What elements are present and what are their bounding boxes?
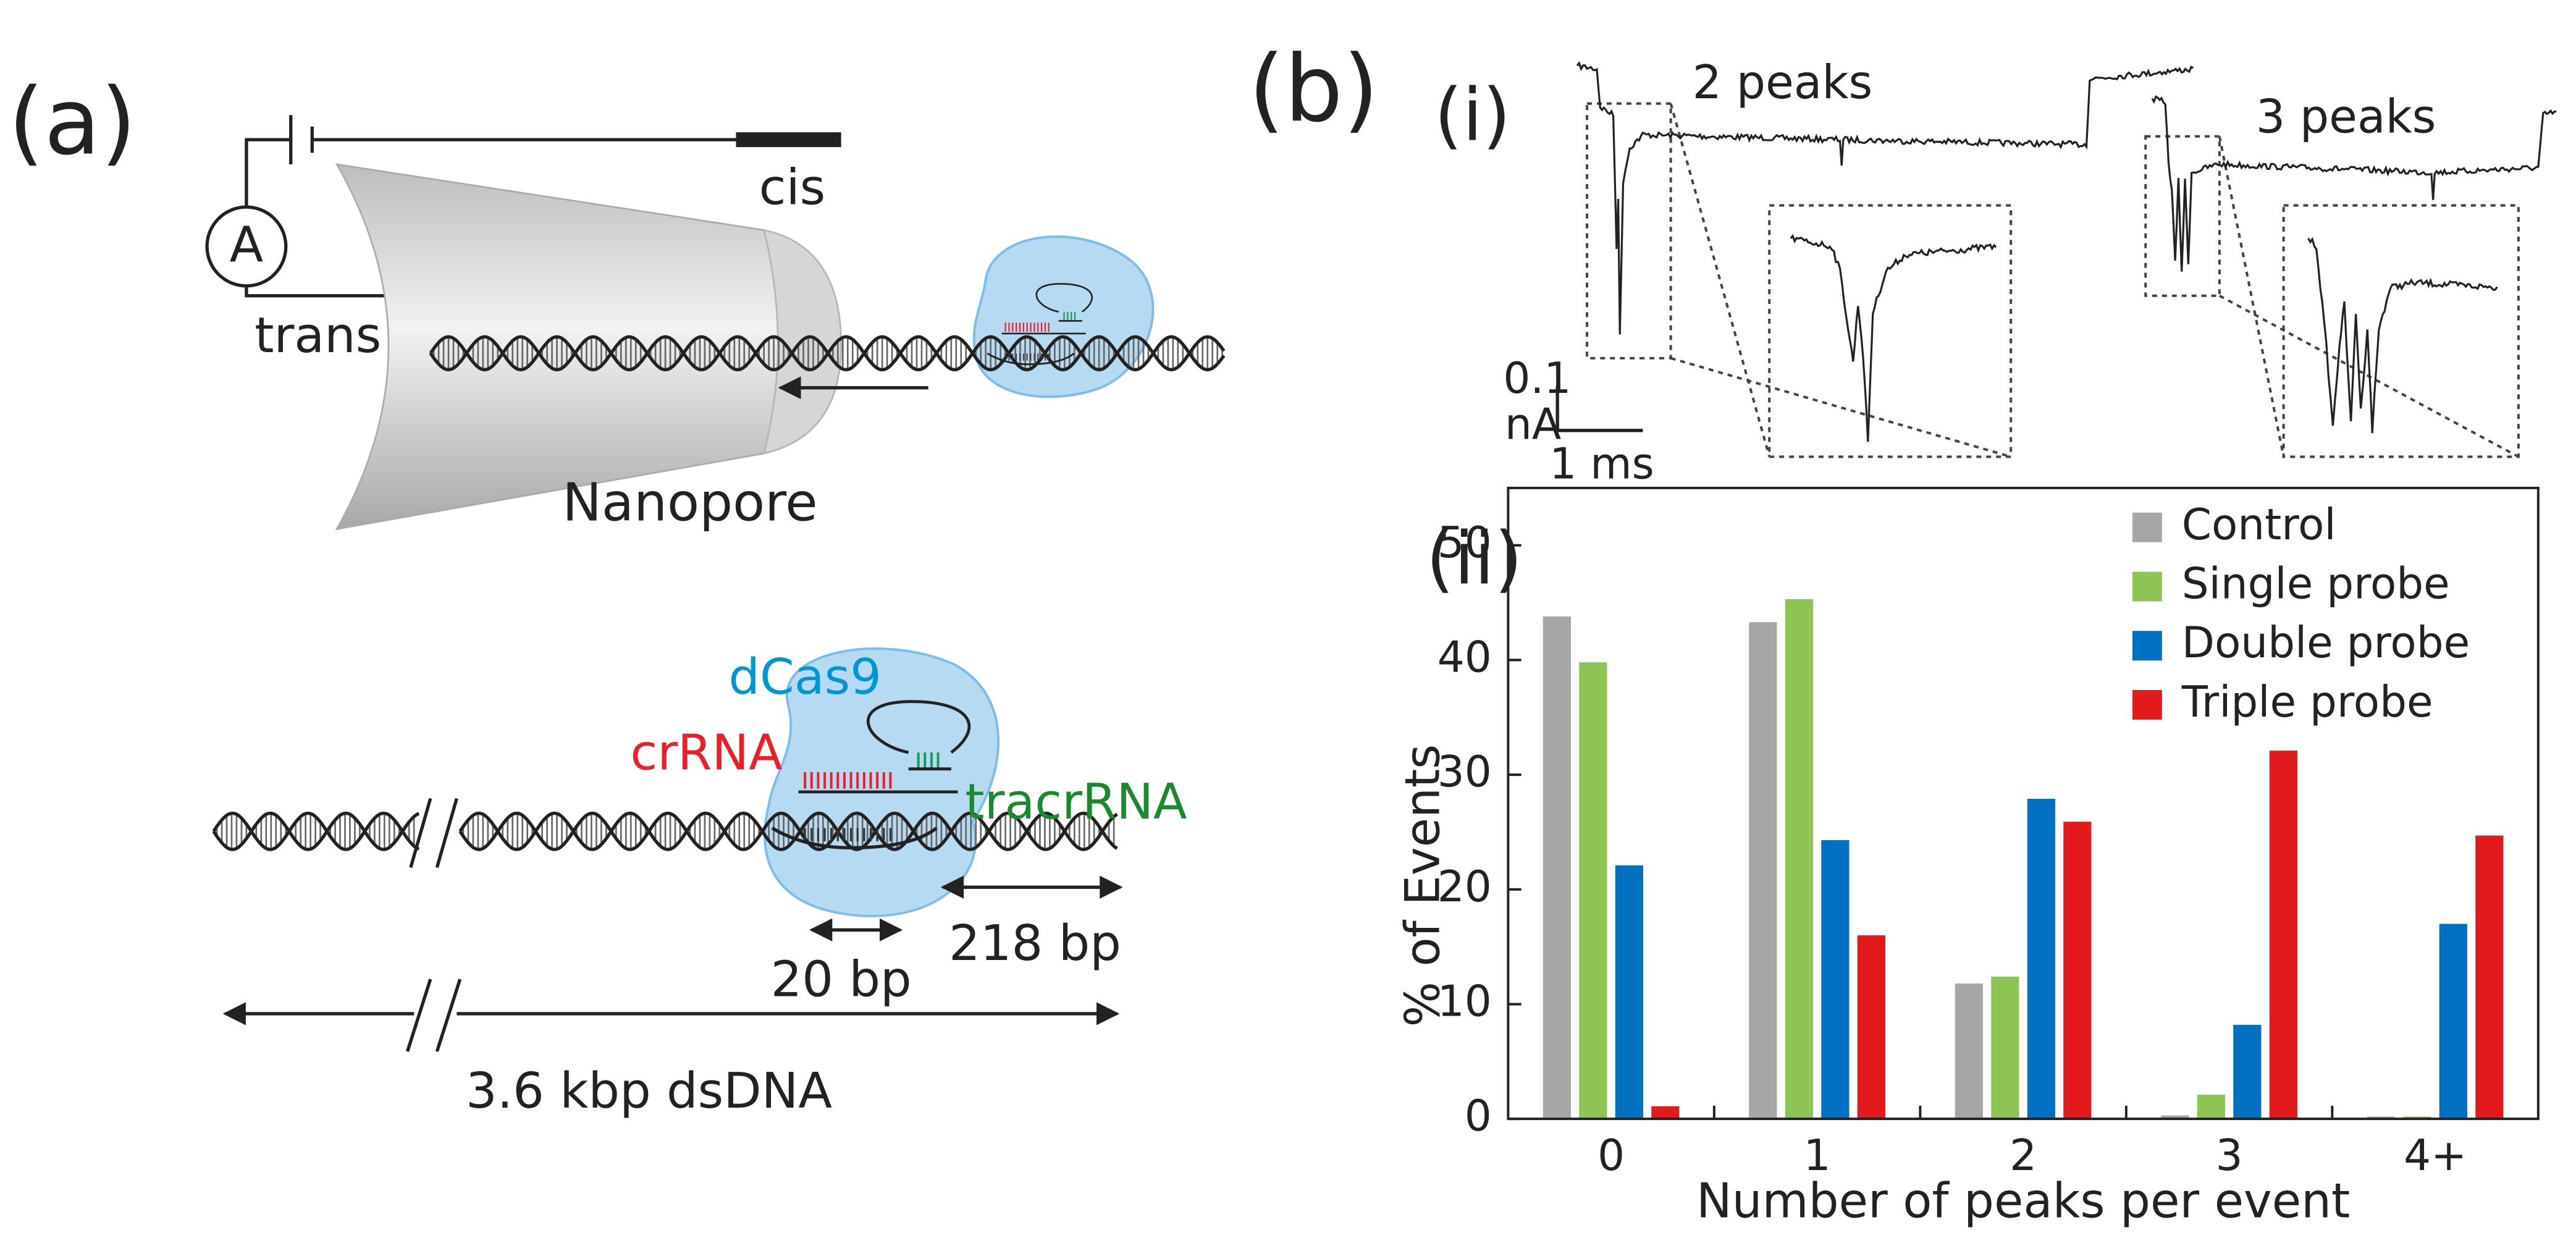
label: tracrRNA [965, 773, 1187, 830]
dna-strand [458, 811, 1118, 851]
open-strand [771, 827, 938, 849]
label: A [230, 216, 264, 274]
label: 20 bp [771, 950, 912, 1008]
bar [1785, 599, 1813, 1119]
dna-strand [212, 811, 420, 851]
bar [2439, 924, 2467, 1119]
label: dCas9 [728, 648, 882, 705]
label: nA [1505, 400, 1561, 450]
dna-strand [429, 335, 1226, 372]
bar [2063, 822, 2092, 1119]
legend-label: Single probe [2182, 560, 2450, 609]
tracrrna [917, 752, 940, 769]
label: 2 peaks [1693, 56, 1873, 109]
label: cis [759, 159, 826, 216]
bar [1579, 662, 1607, 1119]
current-trace [2151, 95, 2557, 272]
rna-backbone [1001, 283, 1093, 335]
legend-swatch [2132, 631, 2162, 661]
x-tick-label: 0 [1597, 1131, 1625, 1181]
y-tick-label: 20 [1437, 862, 1492, 912]
zoom-boxes [1586, 102, 2520, 458]
dna-strand [458, 811, 1118, 851]
bar [1749, 622, 1777, 1119]
legend-label: Control [2182, 500, 2336, 550]
current-trace [1790, 234, 1997, 442]
current-trace [2307, 237, 2498, 434]
bar [2027, 799, 2055, 1119]
label: 218 bp [949, 914, 1121, 972]
y-tick-label: 50 [1437, 518, 1492, 568]
plot-frame [1507, 486, 2540, 1121]
bar [2269, 751, 2297, 1119]
scale-bar [1555, 386, 1643, 432]
y-axis-label: % of Events [1395, 744, 1450, 1027]
bar [2197, 1095, 2225, 1119]
length-arrows [222, 875, 1123, 1052]
x-tick-label: 3 [2216, 1131, 2243, 1181]
dna-break [409, 798, 458, 868]
tracrrna [1063, 311, 1076, 321]
bar [2233, 1024, 2262, 1119]
label: (b) [1248, 36, 1379, 143]
label: trans [255, 306, 381, 364]
x-axis-label: Number of peaks per event [1696, 1173, 2350, 1229]
x-tick-label: 1 [1804, 1131, 1831, 1181]
legend-label: Double probe [2182, 618, 2470, 668]
rna-backbone [798, 700, 971, 794]
dna-hatch [216, 815, 415, 848]
legend-swatch [2132, 690, 2162, 720]
label: crRNA [630, 723, 782, 781]
current-trace [1576, 61, 2194, 335]
label: 3 peaks [2256, 90, 2436, 144]
bar [1615, 865, 1643, 1119]
dna-hatch [432, 338, 1223, 368]
bar [1821, 840, 1850, 1119]
label: 3.6 kbp dsDNA [466, 1062, 832, 1119]
target-bases [804, 828, 892, 841]
x-tick-label: 4+ [2404, 1131, 2467, 1181]
bar [1543, 616, 1571, 1119]
legend-swatch [2132, 512, 2162, 542]
label: (a) [8, 69, 136, 176]
open-strand [987, 352, 1075, 366]
bar [1955, 983, 1983, 1119]
legend-swatch [2132, 571, 2162, 602]
label: 0.1 [1503, 354, 1571, 403]
label: (ii) [1426, 516, 1522, 600]
bar [2161, 1115, 2189, 1119]
dna-hatch [462, 815, 1115, 848]
bar [2475, 835, 2504, 1119]
dna-strand [212, 811, 420, 851]
bar [1651, 1106, 1680, 1119]
bar [1857, 935, 1885, 1119]
label: 1 ms [1549, 439, 1654, 489]
crrna [1004, 322, 1050, 332]
y-tick-label: 30 [1437, 747, 1492, 797]
label: (i) [1434, 72, 1511, 157]
x-tick-label: 2 [2010, 1131, 2037, 1181]
target-bases [1004, 353, 1050, 361]
crrna [804, 772, 892, 789]
y-tick-label: 10 [1437, 977, 1492, 1026]
bar [1991, 976, 2019, 1119]
y-tick-label: 40 [1437, 633, 1492, 682]
label: Nanopore [562, 473, 817, 534]
legend-label: Triple probe [2181, 678, 2433, 727]
y-tick-label: 0 [1465, 1092, 1492, 1141]
